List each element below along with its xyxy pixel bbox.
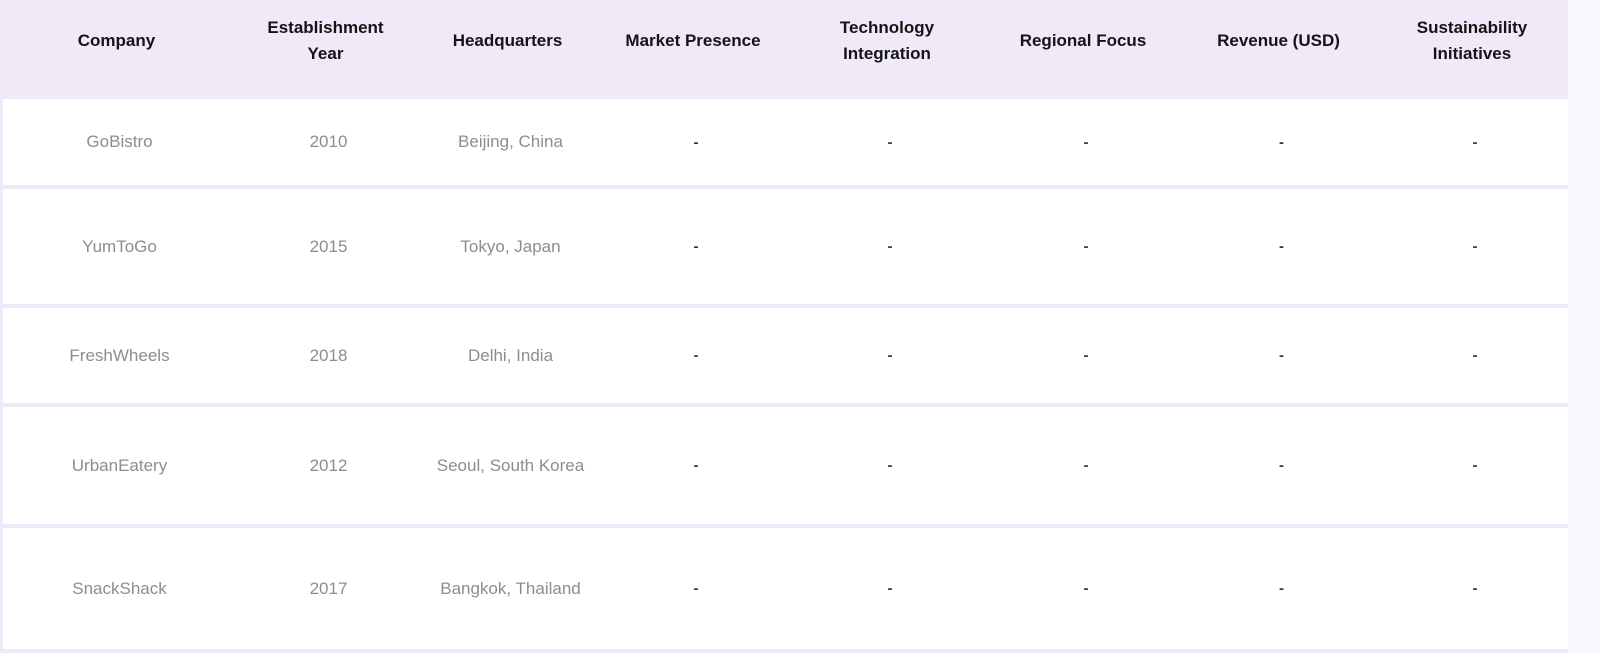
column-header-regional-focus: Regional Focus [1019, 30, 1147, 50]
cell-company: FreshWheels [69, 345, 170, 365]
cell-regional-focus: - [1083, 580, 1089, 597]
cell-establishment-year: 2012 [309, 455, 348, 475]
table-row: UrbanEatery 2012 Seoul, South Korea - - … [3, 407, 1568, 524]
cell-technology-integration: - [887, 238, 893, 255]
cell-establishment-year: 2010 [309, 132, 348, 151]
cell-company: UrbanEatery [71, 455, 168, 475]
cell-regional-focus: - [1083, 133, 1089, 151]
table-row: SnackShack 2017 Bangkok, Thailand - - - … [3, 528, 1568, 649]
cell-market-presence: - [693, 133, 699, 151]
cell-headquarters: Delhi, India [467, 345, 554, 365]
cell-revenue-usd: - [1279, 133, 1284, 151]
cell-company: GoBistro [86, 132, 153, 151]
table-row: GoBistro 2010 Beijing, China - - - - - [3, 99, 1568, 185]
cell-revenue-usd: - [1279, 347, 1284, 364]
cell-sustainability-initiatives: - [1472, 347, 1478, 364]
cell-revenue-usd: - [1279, 580, 1284, 597]
cell-company: SnackShack [72, 578, 167, 598]
column-header-establishment-year: Establishment Year [267, 17, 384, 63]
column-header-sustainability-initiatives: Sustainability Initiatives [1416, 17, 1528, 63]
cell-headquarters: Beijing, China [458, 132, 563, 151]
column-header-technology-integration: Technology Integration [839, 17, 935, 63]
cell-establishment-year: 2017 [309, 578, 348, 598]
cell-revenue-usd: - [1279, 457, 1284, 474]
cell-regional-focus: - [1083, 238, 1089, 255]
cell-sustainability-initiatives: - [1472, 238, 1478, 255]
cell-revenue-usd: - [1279, 238, 1284, 255]
cell-establishment-year: 2018 [309, 345, 348, 365]
column-header-company: Company [77, 30, 156, 50]
cell-technology-integration: - [887, 580, 893, 597]
right-margin-strip [1568, 0, 1600, 653]
cell-market-presence: - [693, 580, 699, 597]
cell-establishment-year: 2015 [309, 236, 348, 256]
cell-regional-focus: - [1083, 347, 1089, 364]
table-header-row: Company Establishment Year Headquarters … [0, 0, 1568, 95]
table-row: FreshWheels 2018 Delhi, India - - - - - [3, 308, 1568, 403]
cell-headquarters: Tokyo, Japan [460, 236, 561, 256]
cell-technology-integration: - [887, 347, 893, 364]
cell-market-presence: - [693, 238, 699, 255]
cell-market-presence: - [693, 347, 699, 364]
cell-sustainability-initiatives: - [1472, 457, 1478, 474]
column-header-market-presence: Market Presence [625, 30, 761, 50]
cell-technology-integration: - [887, 457, 893, 474]
cell-regional-focus: - [1083, 457, 1089, 474]
cell-sustainability-initiatives: - [1472, 133, 1478, 151]
cell-company: YumToGo [82, 236, 157, 256]
cell-market-presence: - [693, 457, 699, 474]
cell-headquarters: Seoul, South Korea [436, 455, 585, 475]
table-row: YumToGo 2015 Tokyo, Japan - - - - - [3, 189, 1568, 304]
cell-technology-integration: - [887, 133, 893, 151]
cell-sustainability-initiatives: - [1472, 580, 1478, 597]
column-header-revenue-usd: Revenue (USD) [1217, 30, 1340, 50]
column-header-headquarters: Headquarters [452, 30, 563, 50]
cell-headquarters: Bangkok, Thailand [440, 578, 581, 598]
